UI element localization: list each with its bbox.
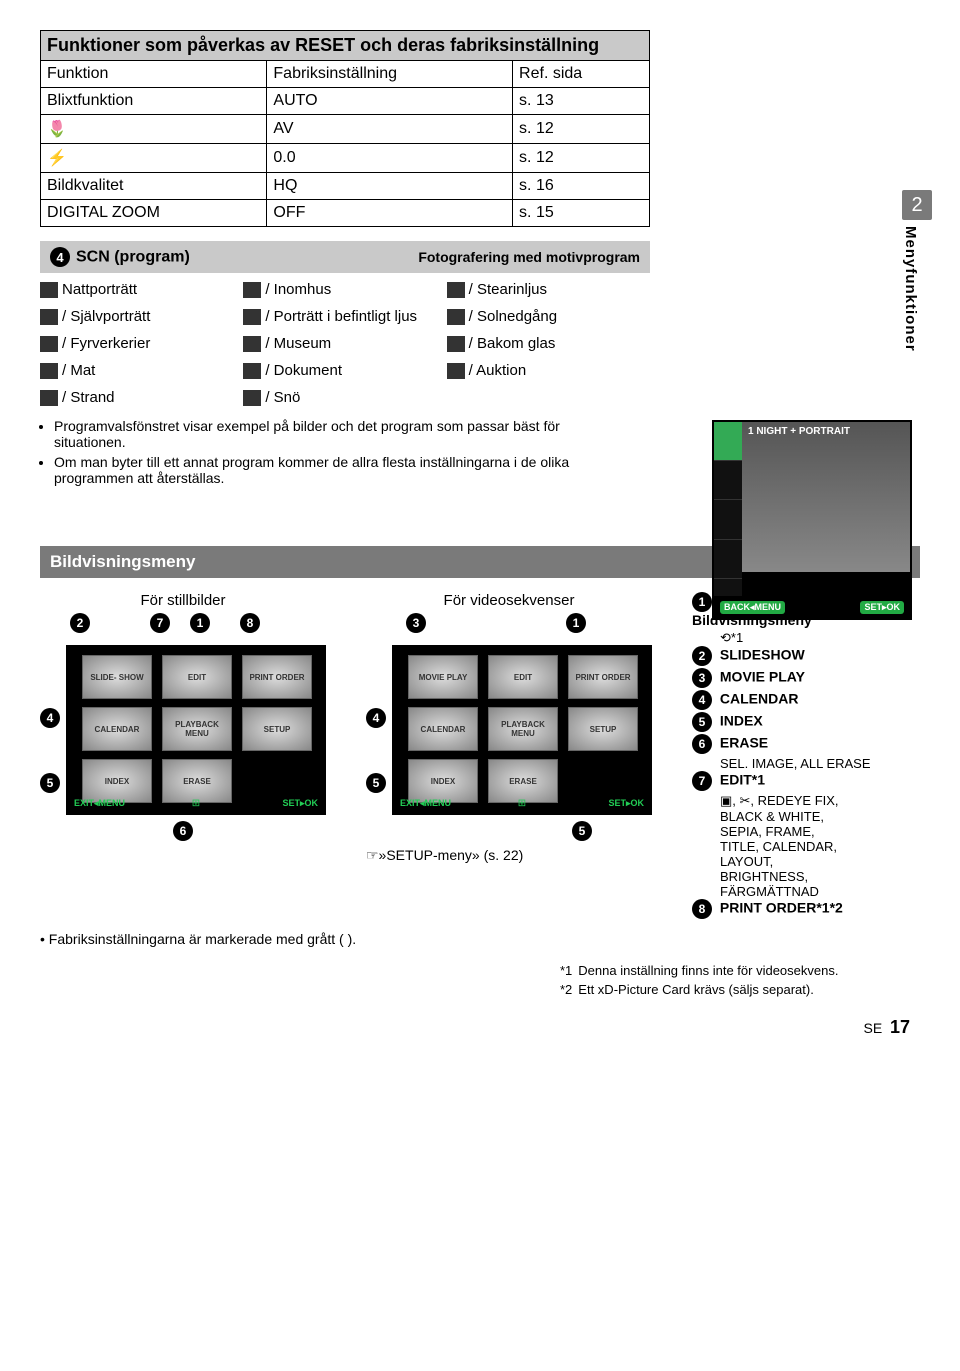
exit-label[interactable]: EXIT◂MENU <box>74 798 125 809</box>
chapter-tab: 2 Menyfunktioner <box>902 190 932 352</box>
camera-preview: 1 NIGHT + PORTRAIT BACK◂MENU SET▸OK <box>712 420 912 620</box>
museum-icon <box>243 336 261 352</box>
index-button[interactable]: INDEX <box>82 759 152 803</box>
chapter-num: 2 <box>902 190 932 220</box>
snow-icon <box>243 390 261 406</box>
beach-icon <box>40 390 58 406</box>
factory-settings-note: • Fabriksinställningarna är markerade me… <box>40 931 920 947</box>
erase-button[interactable]: ERASE <box>162 759 232 803</box>
setup-button[interactable]: SETUP <box>242 707 312 751</box>
reset-functions-table: Funktioner som påverkas av RESET och der… <box>40 30 650 227</box>
video-title: För videosekvenser <box>366 592 652 609</box>
behind-glass-icon <box>447 336 465 352</box>
set-label[interactable]: SET▸OK <box>282 798 318 809</box>
footnotes: *1Denna inställning finns inte för video… <box>40 963 920 997</box>
playback-menu-list: 1 PLAYBACK MENU Bildvisningsmeny ⟲*1 2 S… <box>692 592 871 921</box>
available-light-icon <box>243 309 261 325</box>
erase-button[interactable]: ERASE <box>488 759 558 803</box>
table-title: Funktioner som påverkas av RESET och der… <box>41 31 650 61</box>
print-order-button[interactable]: PRINT ORDER <box>242 655 312 699</box>
scene-grid: Nattporträtt / Inomhus / Stearinljus / S… <box>40 281 650 406</box>
playback-menu-button[interactable]: PLAYBACK MENU <box>162 707 232 751</box>
video-menu-screen: MOVIE PLAY EDIT PRINT ORDER CALENDAR PLA… <box>392 645 652 815</box>
setup-ref: ☞»SETUP-meny» (s. 22) <box>366 847 652 864</box>
chapter-label: Menyfunktioner <box>902 226 919 352</box>
still-title: För stillbilder <box>40 592 326 609</box>
still-menu-screen: SLIDE- SHOW EDIT PRINT ORDER CALENDAR PL… <box>66 645 326 815</box>
print-order-button[interactable]: PRINT ORDER <box>568 655 638 699</box>
index-button[interactable]: INDEX <box>408 759 478 803</box>
scn-label: SCN (program) <box>76 249 190 266</box>
playback-menu-button[interactable]: PLAYBACK MENU <box>488 707 558 751</box>
indoor-icon <box>243 282 261 298</box>
page-footer: SE 17 <box>40 1017 920 1038</box>
night-portrait-icon <box>40 282 58 298</box>
set-label[interactable]: SET▸OK <box>608 798 644 809</box>
candle-icon <box>447 282 465 298</box>
selfportrait-icon <box>40 309 58 325</box>
nav-icon: ⊞ <box>192 798 200 809</box>
scn-num: 4 <box>50 247 70 267</box>
slideshow-button[interactable]: SLIDE- SHOW <box>82 655 152 699</box>
sunset-icon <box>447 309 465 325</box>
edit-button[interactable]: EDIT <box>488 655 558 699</box>
cuisine-icon <box>40 363 58 379</box>
movie-play-button[interactable]: MOVIE PLAY <box>408 655 478 699</box>
back-button[interactable]: BACK◂MENU <box>720 601 785 614</box>
document-icon <box>243 363 261 379</box>
fireworks-icon <box>40 336 58 352</box>
auction-icon <box>447 363 465 379</box>
preview-label: 1 NIGHT + PORTRAIT <box>748 426 850 437</box>
col-ref: Ref. sida <box>513 61 650 88</box>
calendar-button[interactable]: CALENDAR <box>408 707 478 751</box>
col-fabrik: Fabriksinställning <box>267 61 513 88</box>
edit-button[interactable]: EDIT <box>162 655 232 699</box>
nav-icon: ⊞ <box>518 798 526 809</box>
scn-header: 4 SCN (program) Fotografering med motivpr… <box>40 241 650 273</box>
scene-notes: Programvalsfönstret visar exempel på bil… <box>40 418 600 486</box>
exit-label[interactable]: EXIT◂MENU <box>400 798 451 809</box>
set-button[interactable]: SET▸OK <box>860 601 904 614</box>
col-funktion: Funktion <box>41 61 267 88</box>
calendar-button[interactable]: CALENDAR <box>82 707 152 751</box>
setup-button[interactable]: SETUP <box>568 707 638 751</box>
scn-right: Fotografering med motivprogram <box>418 249 640 265</box>
